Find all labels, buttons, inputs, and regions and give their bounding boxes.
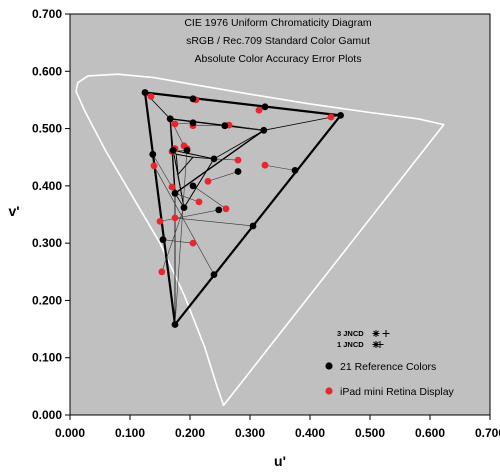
error-vector [174, 217, 254, 227]
y-tick-label: 0.500 [32, 122, 62, 136]
x-axis-title: u' [274, 453, 286, 469]
x-tick-label: 0.100 [115, 426, 145, 440]
reference-color-point [169, 146, 177, 154]
x-tick-label: 0.500 [355, 426, 385, 440]
legend-label-reference: 21 Reference Colors [340, 361, 436, 373]
y-tick-label: 0.400 [32, 179, 62, 193]
reference-color-point [189, 95, 197, 103]
display-color-point [189, 239, 197, 247]
reference-color-point [210, 155, 218, 163]
error-vector [213, 158, 239, 161]
y-tick-label: 0.600 [32, 64, 62, 78]
gamut-spoke [192, 115, 341, 160]
reference-color-point [291, 167, 299, 174]
reference-color-point [260, 126, 268, 134]
error-vector [159, 209, 219, 222]
y-tick-label: 0.200 [32, 293, 62, 307]
chart-title-line-1: CIE 1976 Uniform Chromaticity Diagram [184, 17, 372, 29]
y-axis-ticks: 0.000 0.100 0.200 0.300 0.400 0.500 0.600 0.700 [32, 7, 70, 422]
display-color-point [150, 162, 158, 170]
reference-color-point [249, 222, 257, 230]
error-vector [162, 239, 194, 244]
y-tick-label: 0.300 [32, 236, 62, 250]
srgb-gamut-triangle [143, 91, 343, 328]
error-vector [153, 165, 215, 275]
jncd-3-marker [372, 330, 390, 337]
reference-color-point [171, 189, 179, 197]
display-color-point [158, 268, 166, 276]
plot-area [69, 13, 491, 416]
x-tick-label: 0.600 [415, 426, 445, 440]
error-vector [161, 207, 185, 272]
legend-marker-reference [325, 362, 333, 370]
chart-title-line-3: Absolute Color Accuracy Error Plots [195, 53, 362, 65]
y-axis-title: v' [8, 203, 19, 219]
reference-color-point [261, 103, 269, 111]
reference-color-point [141, 89, 149, 96]
display-color-point [171, 120, 179, 128]
reference-color-point [149, 150, 157, 158]
legend-marker-display [325, 387, 333, 395]
x-tick-label: 0.000 [55, 426, 85, 440]
reference-color-point [234, 168, 242, 175]
legend-label-display: iPad mini Retina Display [340, 386, 455, 398]
reference-color-point [183, 146, 191, 154]
reference-color-point [215, 206, 223, 214]
chart-title-line-2: sRGB / Rec.709 Standard Color Gamut [186, 35, 370, 47]
y-tick-label: 0.100 [32, 351, 62, 365]
saturation-triangle [169, 118, 266, 195]
reference-color-point [166, 115, 174, 123]
display-color-point [327, 113, 335, 121]
jncd-3-label: 3 JNCD [337, 329, 364, 338]
display-color-point [222, 205, 230, 213]
gamut-lines-layer [143, 91, 343, 328]
spectral-locus-layer [75, 73, 445, 407]
reference-color-point [337, 112, 344, 119]
display-color-point [195, 198, 203, 206]
gamut-spoke [174, 174, 185, 325]
display-color-point [204, 177, 212, 185]
error-vector [228, 124, 264, 131]
error-vector [174, 148, 188, 325]
reference-color-point [210, 271, 218, 278]
reference-color-point [189, 182, 197, 190]
error-vector [174, 193, 200, 203]
x-tick-label: 0.300 [235, 426, 265, 440]
chart-title: CIE 1976 Uniform Chromaticity Diagram sR… [184, 17, 372, 65]
error-vector [192, 185, 227, 210]
x-tick-label: 0.700 [475, 426, 500, 440]
display-color-point [156, 218, 164, 225]
display-color-point [261, 161, 269, 169]
display-color-point [147, 93, 155, 100]
legend: 21 Reference Colors iPad mini Retina Dis… [325, 361, 455, 398]
reference-color-point [180, 204, 188, 212]
data-points-layer [141, 89, 344, 328]
x-tick-label: 0.200 [175, 426, 205, 440]
error-vector [152, 154, 173, 188]
display-color-point [255, 106, 263, 114]
x-axis-ticks: 0.000 0.100 0.200 0.300 0.400 0.500 0.600 0.700 [55, 415, 500, 440]
y-tick-label: 0.000 [32, 408, 62, 422]
display-color-point [171, 214, 179, 222]
y-tick-label: 0.700 [32, 7, 62, 21]
saturation-triangle [175, 153, 194, 176]
error-vector [207, 171, 239, 182]
error-vector [264, 164, 296, 171]
jncd-1-marker [372, 341, 384, 348]
reference-color-point [171, 321, 179, 328]
reference-color-point [189, 119, 197, 127]
display-color-point [168, 183, 176, 191]
x-tick-label: 0.400 [295, 426, 325, 440]
jncd-1-label: 1 JNCD [337, 340, 364, 349]
spectral-locus [75, 73, 445, 407]
reference-color-point [159, 236, 167, 244]
reference-color-point [221, 122, 229, 130]
jncd-scale: 3 JNCD 1 JNCD [337, 329, 390, 349]
display-color-point [234, 156, 242, 164]
